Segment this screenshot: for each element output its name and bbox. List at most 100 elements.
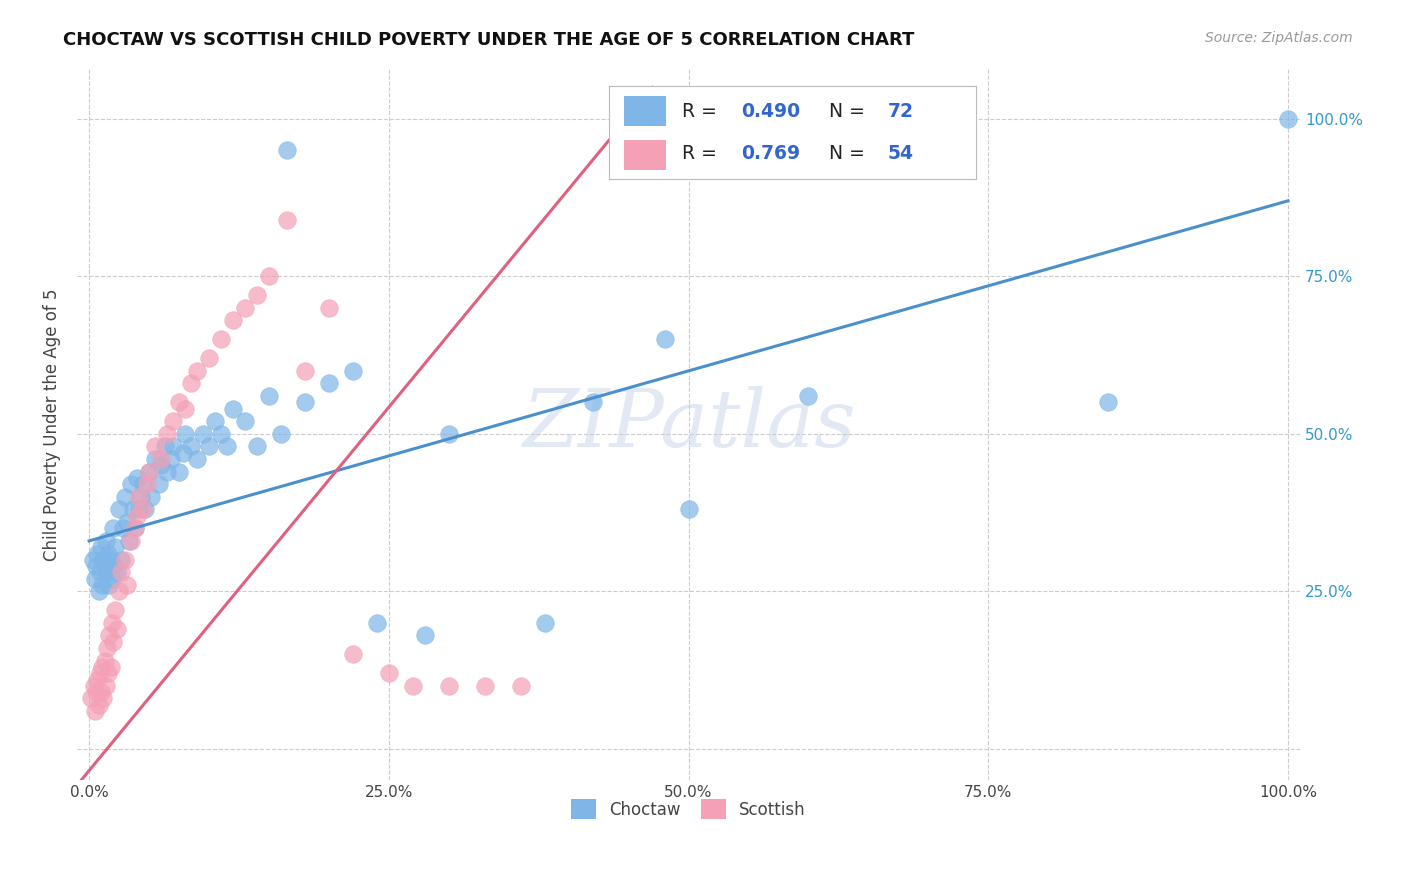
Choctaw bbox=[533, 615, 555, 630]
Scottish bbox=[104, 603, 127, 617]
Scottish bbox=[257, 269, 280, 284]
Scottish bbox=[474, 679, 496, 693]
Scottish bbox=[186, 364, 208, 378]
Choctaw bbox=[91, 578, 114, 592]
Scottish bbox=[91, 660, 114, 674]
Scottish bbox=[93, 654, 115, 668]
Choctaw bbox=[93, 559, 115, 574]
Choctaw bbox=[104, 540, 127, 554]
Choctaw bbox=[138, 465, 160, 479]
Scottish bbox=[246, 288, 269, 302]
Choctaw bbox=[129, 490, 152, 504]
Choctaw bbox=[141, 490, 163, 504]
Choctaw bbox=[215, 440, 238, 454]
Choctaw bbox=[98, 578, 121, 592]
Scottish bbox=[174, 401, 197, 416]
Choctaw bbox=[108, 502, 131, 516]
Y-axis label: Child Poverty Under the Age of 5: Child Poverty Under the Age of 5 bbox=[44, 288, 60, 561]
Choctaw bbox=[87, 584, 110, 599]
Choctaw bbox=[132, 477, 155, 491]
Scottish bbox=[233, 301, 256, 315]
Choctaw bbox=[366, 615, 388, 630]
Choctaw bbox=[222, 401, 245, 416]
Choctaw bbox=[318, 376, 340, 391]
Scottish bbox=[125, 508, 148, 523]
Scottish bbox=[83, 679, 105, 693]
Scottish bbox=[101, 634, 124, 648]
Choctaw bbox=[180, 440, 202, 454]
Scottish bbox=[90, 685, 112, 699]
Scottish bbox=[97, 666, 120, 681]
Scottish bbox=[162, 414, 184, 428]
Scottish bbox=[437, 679, 460, 693]
Choctaw bbox=[233, 414, 256, 428]
Text: ZIPatlas: ZIPatlas bbox=[522, 385, 855, 463]
Scottish bbox=[89, 666, 111, 681]
Scottish bbox=[117, 578, 139, 592]
Choctaw bbox=[84, 559, 107, 574]
Choctaw bbox=[294, 395, 316, 409]
Scottish bbox=[509, 679, 531, 693]
Scottish bbox=[120, 533, 142, 548]
Choctaw bbox=[167, 465, 190, 479]
Scottish bbox=[180, 376, 202, 391]
Choctaw bbox=[209, 426, 232, 441]
Legend: Choctaw, Scottish: Choctaw, Scottish bbox=[564, 793, 813, 825]
Choctaw bbox=[90, 540, 112, 554]
Scottish bbox=[143, 440, 166, 454]
Scottish bbox=[80, 691, 103, 706]
Scottish bbox=[276, 212, 298, 227]
Scottish bbox=[132, 502, 155, 516]
Choctaw bbox=[342, 364, 364, 378]
Scottish bbox=[222, 313, 245, 327]
Choctaw bbox=[114, 490, 136, 504]
Choctaw bbox=[97, 547, 120, 561]
Scottish bbox=[93, 691, 115, 706]
Scottish bbox=[94, 679, 117, 693]
Scottish bbox=[294, 364, 316, 378]
Choctaw bbox=[150, 458, 173, 473]
Choctaw bbox=[89, 566, 111, 580]
Choctaw bbox=[797, 389, 820, 403]
Choctaw bbox=[174, 426, 197, 441]
Choctaw bbox=[105, 566, 128, 580]
Choctaw bbox=[101, 521, 124, 535]
Choctaw bbox=[93, 553, 115, 567]
Choctaw bbox=[122, 502, 145, 516]
Choctaw bbox=[153, 440, 176, 454]
Choctaw bbox=[100, 553, 122, 567]
Text: Source: ZipAtlas.com: Source: ZipAtlas.com bbox=[1205, 31, 1353, 45]
Scottish bbox=[110, 566, 132, 580]
Choctaw bbox=[103, 559, 125, 574]
Choctaw bbox=[270, 426, 292, 441]
Choctaw bbox=[128, 502, 150, 516]
Choctaw bbox=[101, 572, 124, 586]
Choctaw bbox=[124, 521, 146, 535]
Choctaw bbox=[1277, 112, 1299, 126]
Choctaw bbox=[148, 477, 170, 491]
Choctaw bbox=[246, 440, 269, 454]
Scottish bbox=[135, 477, 157, 491]
Text: CHOCTAW VS SCOTTISH CHILD POVERTY UNDER THE AGE OF 5 CORRELATION CHART: CHOCTAW VS SCOTTISH CHILD POVERTY UNDER … bbox=[63, 31, 915, 49]
Scottish bbox=[101, 615, 124, 630]
Scottish bbox=[128, 490, 150, 504]
Scottish bbox=[100, 660, 122, 674]
Scottish bbox=[342, 648, 364, 662]
Choctaw bbox=[191, 426, 214, 441]
Choctaw bbox=[117, 515, 139, 529]
Scottish bbox=[98, 628, 121, 642]
Choctaw bbox=[84, 572, 107, 586]
Choctaw bbox=[94, 533, 117, 548]
Choctaw bbox=[413, 628, 436, 642]
Scottish bbox=[124, 521, 146, 535]
Choctaw bbox=[156, 465, 179, 479]
Choctaw bbox=[204, 414, 226, 428]
Choctaw bbox=[120, 477, 142, 491]
Choctaw bbox=[111, 521, 134, 535]
Choctaw bbox=[582, 395, 605, 409]
Scottish bbox=[87, 698, 110, 712]
Choctaw bbox=[125, 471, 148, 485]
Choctaw bbox=[86, 547, 108, 561]
Choctaw bbox=[678, 502, 700, 516]
Scottish bbox=[150, 452, 173, 467]
